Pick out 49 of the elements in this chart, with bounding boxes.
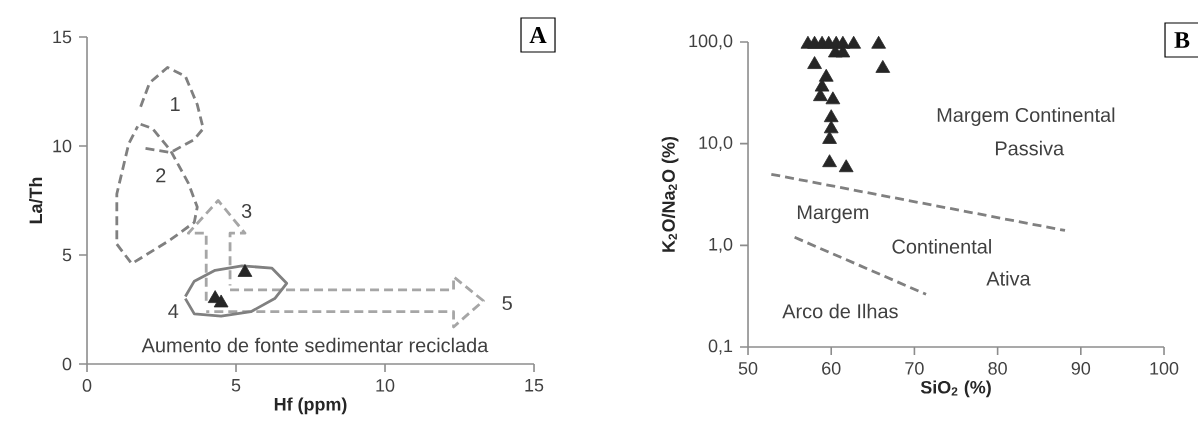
annotation: 2 (156, 168, 166, 183)
chart-title: B (1174, 32, 1190, 48)
annotation: Ativa (986, 271, 1031, 286)
point (807, 56, 822, 69)
annotation: Margem (797, 205, 869, 224)
annotation: Passiva (995, 140, 1065, 156)
line-series (183, 264, 289, 318)
x-tick-label: 70 (905, 361, 924, 375)
annotation: Continental (892, 239, 991, 254)
x-axis-title: Hf (ppm) (274, 397, 347, 415)
point (875, 60, 891, 73)
point (823, 120, 839, 134)
point (846, 35, 862, 49)
point (237, 264, 253, 277)
annotation: Arco de Ilhas (782, 303, 898, 319)
point (818, 68, 834, 82)
y-tick-label: 1,0 (709, 237, 733, 253)
y-tick-label: 0,1 (708, 339, 733, 355)
y-tick-label: 5 (62, 248, 72, 262)
x-tick-label: 50 (738, 361, 758, 375)
annotation: 1 (171, 97, 180, 111)
x-tick-label: 10 (376, 379, 395, 392)
annotation: 3 (241, 203, 252, 219)
point (213, 294, 229, 308)
x-axis-title: SiO$_{2}$ (%) (920, 380, 991, 398)
x-tick-label: 5 (231, 379, 241, 392)
annotation: 4 (168, 304, 179, 318)
annotation: Aumento de fonte sedimentar reciclada (141, 337, 489, 353)
y-tick-label: 100,0 (689, 34, 733, 50)
x-tick-label: 0 (82, 379, 92, 392)
x-tick-label: 15 (525, 379, 544, 392)
y-axis-title: La/Th (28, 177, 43, 224)
y-tick-label: 10 (53, 139, 72, 153)
point (822, 131, 837, 144)
chart-title: A (529, 27, 547, 43)
point (871, 35, 886, 49)
y-tick-label: 10,0 (699, 136, 733, 152)
x-tick-label: 100 (1150, 361, 1179, 375)
point (823, 109, 839, 123)
x-tick-label: 60 (822, 361, 841, 375)
annotation: Margem Continental (937, 107, 1115, 126)
x-tick-label: 80 (988, 361, 1007, 375)
y-tick-label: 15 (53, 30, 72, 44)
y-axis-title: K$_{2}$O/Na$_{2}$O (%) (661, 136, 679, 252)
point (838, 159, 854, 173)
x-tick-label: 90 (1071, 361, 1091, 375)
point (822, 154, 837, 168)
annotation: 5 (502, 296, 512, 311)
point (825, 91, 841, 105)
